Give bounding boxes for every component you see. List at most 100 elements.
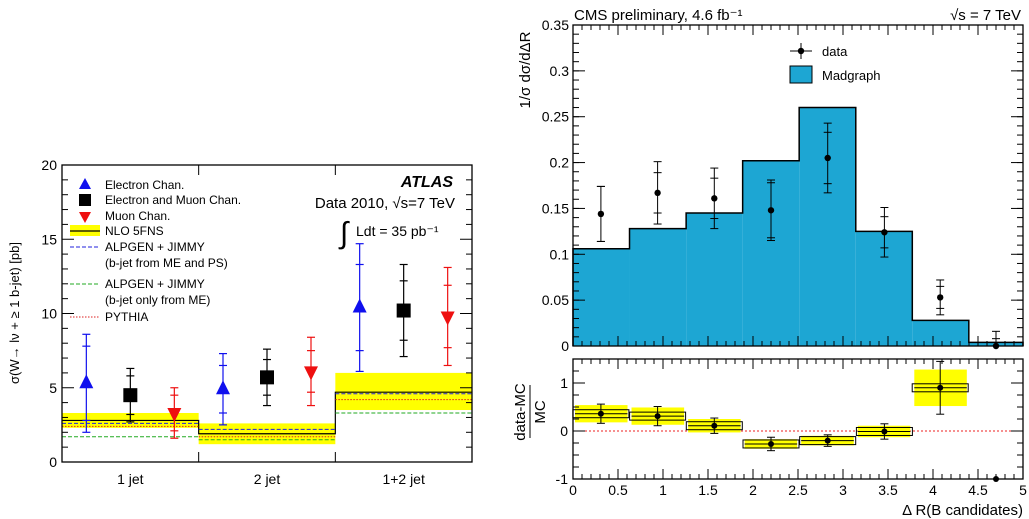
ratio-x-tick-label: 4: [929, 482, 937, 498]
data-points: [79, 243, 455, 439]
ratio-x-ticks: 0 0.5 1 1.5 2 2.5 3 3.5 4 4.5 5: [569, 359, 1027, 498]
ratio-x-tick-label: 5: [1019, 482, 1027, 498]
nlo-band-2: [335, 372, 472, 411]
ratio-point-0: [597, 410, 604, 417]
atlas-x-ticks: 1 jet 2 jet 1+2 jet: [117, 165, 425, 487]
cms-point-4: [824, 154, 831, 162]
ratio-x-tick-label: 0: [569, 482, 577, 498]
atlas-chart: 0 5 10 15 20 1 jet 2 jet 1+2 jet σ(W→ lν + ≥ 1…: [7, 157, 473, 487]
cms-y-tick-label: 0.15: [542, 200, 569, 216]
cms-point-5: [881, 229, 888, 236]
point-0-1: [216, 380, 230, 395]
atlas-lumi-label: Ldt = 35 pb⁻¹: [356, 223, 439, 239]
atlas-y-tick-label: 0: [49, 454, 57, 470]
cms-data-points: [596, 122, 1000, 350]
madgraph-bin-0: [573, 248, 630, 346]
cms-y-ticks: 0 0.05 0.1 0.15 0.2 0.25 0.3 0.35: [542, 17, 1023, 354]
legend-label: Madgraph: [822, 68, 881, 83]
point-2-2: [440, 311, 455, 326]
nlo-line: [62, 391, 472, 435]
ratio-x-tick-label: 3: [839, 482, 847, 498]
cms-y-tick-label: 0: [561, 338, 569, 354]
cms-y-tick-label: 0.1: [550, 246, 570, 262]
legend-label: Electron Chan.: [105, 178, 184, 192]
ratio-y-tick-label: -1: [556, 471, 569, 487]
ratio-y-label-numerator: data-MC: [512, 383, 529, 441]
legend-label: Electron and Muon Chan.: [105, 193, 241, 207]
cms-y-tick-label: 0.35: [542, 17, 569, 33]
atlas-y-axis-label: σ(W→ lν + ≥ 1 b-jet) [pb]: [7, 242, 22, 384]
ratio-point-2: [711, 422, 718, 429]
ratio-point-6: [937, 384, 944, 391]
ratio-point-3: [768, 440, 774, 447]
atlas-title: ATLAS: [400, 174, 453, 191]
ratio-x-tick-label: 2.5: [788, 482, 808, 498]
point-2-0: [167, 407, 182, 422]
madgraph-bin-1: [629, 228, 687, 346]
point-2-1: [304, 366, 318, 381]
cms-y-tick-label: 0.25: [542, 109, 569, 125]
ratio-y-label-denominator: MC: [532, 400, 549, 423]
nlo-bands: [62, 372, 472, 445]
atlas-y-tick-label: 5: [49, 380, 57, 396]
ratio-point-1: [654, 413, 661, 420]
mc-lines: [62, 391, 472, 441]
cms-title: CMS preliminary, 4.6 fb⁻¹: [574, 7, 743, 24]
legend-label: PYTHIA: [105, 310, 148, 324]
ratio-y-ticks: -1 0 1: [556, 358, 1023, 487]
atlas-y-tick-label: 15: [41, 231, 57, 247]
cms-point-6: [937, 294, 944, 301]
legend-label-sub: (b-jet from ME and PS): [105, 256, 228, 270]
point-1-2: [396, 303, 411, 318]
madgraph-histogram: [572, 106, 1024, 347]
ratio-point-5: [881, 428, 888, 435]
point-0-2: [352, 298, 367, 313]
legend-marker-muon: [79, 212, 91, 223]
cms-point-1: [654, 189, 661, 197]
legend-madgraph-box: [789, 65, 813, 84]
cms-y-tick-label: 0.2: [550, 155, 570, 171]
legend-label-sub: (b-jet only from ME): [105, 293, 210, 307]
madgraph-bin-6: [912, 320, 969, 346]
ratio-y-tick-label: 0: [560, 423, 568, 439]
cms-legend: data Madgraph: [789, 43, 881, 84]
legend-label: ALPGEN + JIMMY: [105, 240, 205, 254]
atlas-y-tick-label: 20: [41, 157, 57, 173]
ratio-points: [572, 360, 999, 482]
ratio-chart: -1 0 1 0 0.5 1 1.5 2 2.5 3 3.5 4 4.5 5 data-MC MC Δ …: [512, 358, 1027, 519]
ratio-x-tick-label: 1.5: [698, 482, 718, 498]
ratio-point-4: [824, 437, 831, 444]
atlas-x-category-label: 1 jet: [117, 471, 144, 487]
ratio-x-axis-label: Δ R(B candidates): [902, 502, 1023, 519]
point-0-0: [79, 374, 94, 389]
legend-label: data: [822, 44, 848, 59]
legend-data-dot: [797, 47, 805, 55]
madgraph-bin-2: [686, 213, 743, 346]
ratio-y-tick-label: 1: [560, 375, 568, 391]
cms-point-2: [711, 195, 718, 202]
legend-marker-electron: [79, 178, 91, 189]
cms-y-tick-label: 0.05: [542, 292, 569, 308]
cms-point-3: [767, 207, 775, 214]
cms-energy-label: √s = 7 TeV: [950, 7, 1021, 24]
point-1-0: [123, 388, 138, 403]
ratio-x-tick-label: 4.5: [968, 482, 988, 498]
atlas-subtitle: Data 2010, √s=7 TeV: [315, 195, 455, 212]
legend-marker-combined: [79, 194, 91, 206]
legend-label: ALPGEN + JIMMY: [105, 277, 205, 291]
atlas-y-ticks: 0 5 10 15 20: [41, 157, 472, 470]
cms-x-ticks: [572, 25, 1024, 346]
atlas-x-category-label: 2 jet: [254, 471, 281, 487]
cms-y-axis-label: 1/σ dσ/dΔR: [517, 31, 534, 108]
cms-y-tick-label: 0.3: [550, 63, 570, 79]
legend-label: Muon Chan.: [105, 209, 170, 223]
ratio-x-tick-label: 3.5: [878, 482, 898, 498]
atlas-lumi-integral: ∫: [338, 217, 350, 250]
ratio-x-tick-label: 0.5: [608, 482, 628, 498]
ratio-x-tick-label: 2: [749, 482, 757, 498]
point-1-1: [260, 370, 274, 385]
madgraph-outline: [572, 106, 1024, 346]
cms-chart: 0 0.05 0.1 0.15 0.2 0.25 0.3 0.35 CMS prelimina…: [517, 7, 1024, 354]
legend-label: NLO 5FNS: [105, 224, 164, 238]
